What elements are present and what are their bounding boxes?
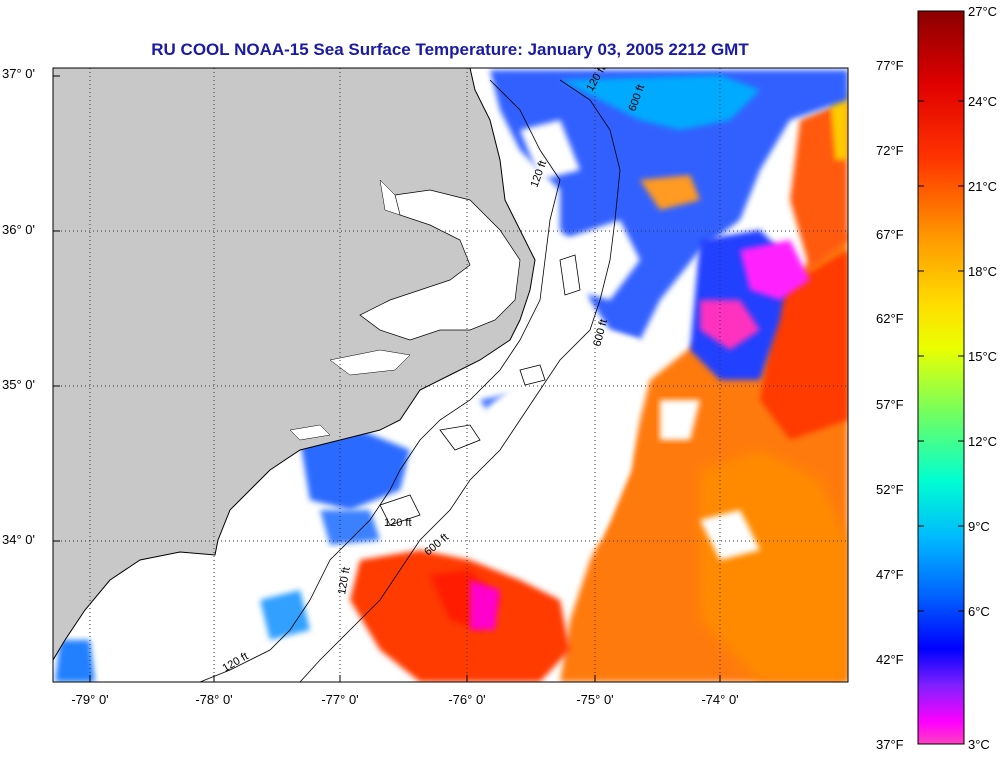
colorbar-c-label: 24°C: [968, 94, 998, 109]
colorbar-f-label: 77°F: [876, 58, 904, 73]
sst-data-layer: [55, 70, 848, 682]
lon-label: -79° 0': [71, 692, 109, 707]
colorbar-c-label: 21°C: [968, 179, 998, 194]
lat-label: 34° 0': [2, 532, 35, 547]
bathymetry-contours: [199, 79, 621, 682]
colorbar-f-label: 67°F: [876, 227, 904, 242]
lat-label: 35° 0': [2, 377, 35, 392]
lon-label: -78° 0': [195, 692, 233, 707]
colorbar-c-label: 27°C: [968, 4, 998, 19]
map-title: RU COOL NOAA-15 Sea Surface Temperature:…: [151, 40, 749, 59]
graticule: [53, 68, 848, 682]
lat-label: 37° 0': [2, 66, 35, 81]
colorbar-f-label: 47°F: [876, 567, 904, 582]
colorbar-f-label: 57°F: [876, 397, 904, 412]
colorbar-f-label: 42°F: [876, 652, 904, 667]
colorbar-f-label: 37°F: [876, 737, 904, 752]
contour-label: 120 ft: [336, 566, 353, 595]
pamlico-sound: [359, 189, 521, 341]
colorbar-c-label: 9°C: [968, 519, 990, 534]
colorbar-c-label: 3°C: [968, 737, 990, 752]
colorbar-c-label: 18°C: [968, 264, 998, 279]
lat-label: 36° 0': [2, 222, 35, 237]
colorbar-c-label: 15°C: [968, 349, 998, 364]
contour-label: 120 ft: [384, 517, 412, 529]
colorbar-c-label: 6°C: [968, 604, 990, 619]
lon-label: -76° 0': [448, 692, 486, 707]
colorbar: [917, 10, 965, 745]
lon-label: -77° 0': [321, 692, 359, 707]
colorbar-f-label: 52°F: [876, 482, 904, 497]
lon-label: -74° 0': [701, 692, 739, 707]
map-frame: [52, 67, 849, 683]
colorbar-c-label: 12°C: [968, 434, 998, 449]
lon-label: -75° 0': [576, 692, 614, 707]
colorbar-f-label: 72°F: [876, 143, 904, 158]
colorbar-f-label: 62°F: [876, 311, 904, 326]
